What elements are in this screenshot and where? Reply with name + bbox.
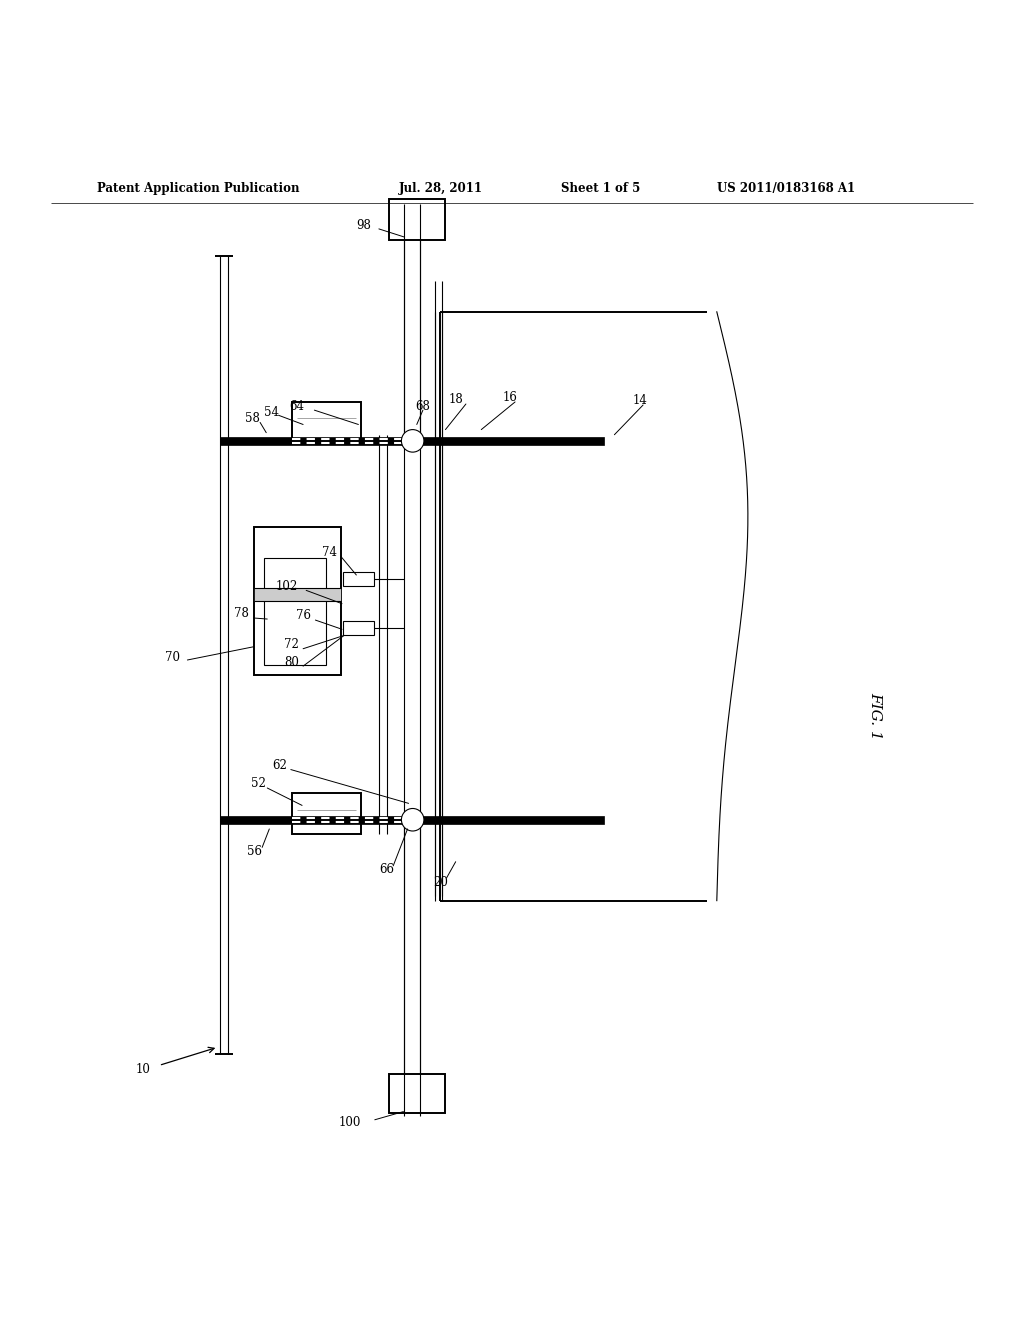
Bar [292,403,361,444]
Text: 10: 10 [136,1063,151,1076]
Bar [264,557,326,665]
Text: 78: 78 [234,607,249,620]
Bar [389,1073,445,1113]
Text: 68: 68 [416,400,430,413]
Text: Sheet 1 of 5: Sheet 1 of 5 [561,182,640,195]
Bar [389,199,445,240]
Text: 100: 100 [339,1117,361,1130]
Text: 52: 52 [251,777,265,791]
Bar [292,793,361,834]
Text: 56: 56 [248,845,262,858]
Bar [343,572,374,586]
Text: 102: 102 [275,579,298,593]
Text: 20: 20 [433,875,447,888]
Bar [254,527,341,676]
Text: 66: 66 [380,863,394,876]
Text: 64: 64 [290,400,304,413]
Circle shape [401,429,424,453]
Text: 74: 74 [323,546,337,558]
Text: 14: 14 [633,395,647,408]
Bar [343,622,374,635]
Text: 98: 98 [356,219,371,232]
Text: Patent Application Publication: Patent Application Publication [97,182,300,195]
Bar [220,437,604,445]
Text: FIG. 1: FIG. 1 [868,693,883,741]
Bar [220,816,604,824]
Text: 80: 80 [285,656,299,668]
Text: 72: 72 [285,638,299,651]
Text: 70: 70 [165,652,179,664]
Bar [254,589,341,601]
Text: 76: 76 [296,610,310,623]
Text: US 2011/0183168 A1: US 2011/0183168 A1 [717,182,855,195]
Text: 16: 16 [503,391,517,404]
Text: Jul. 28, 2011: Jul. 28, 2011 [399,182,483,195]
Text: 18: 18 [449,393,463,407]
Text: 58: 58 [246,412,260,425]
Text: 54: 54 [264,405,279,418]
Circle shape [401,808,424,832]
Text: 62: 62 [272,759,287,772]
